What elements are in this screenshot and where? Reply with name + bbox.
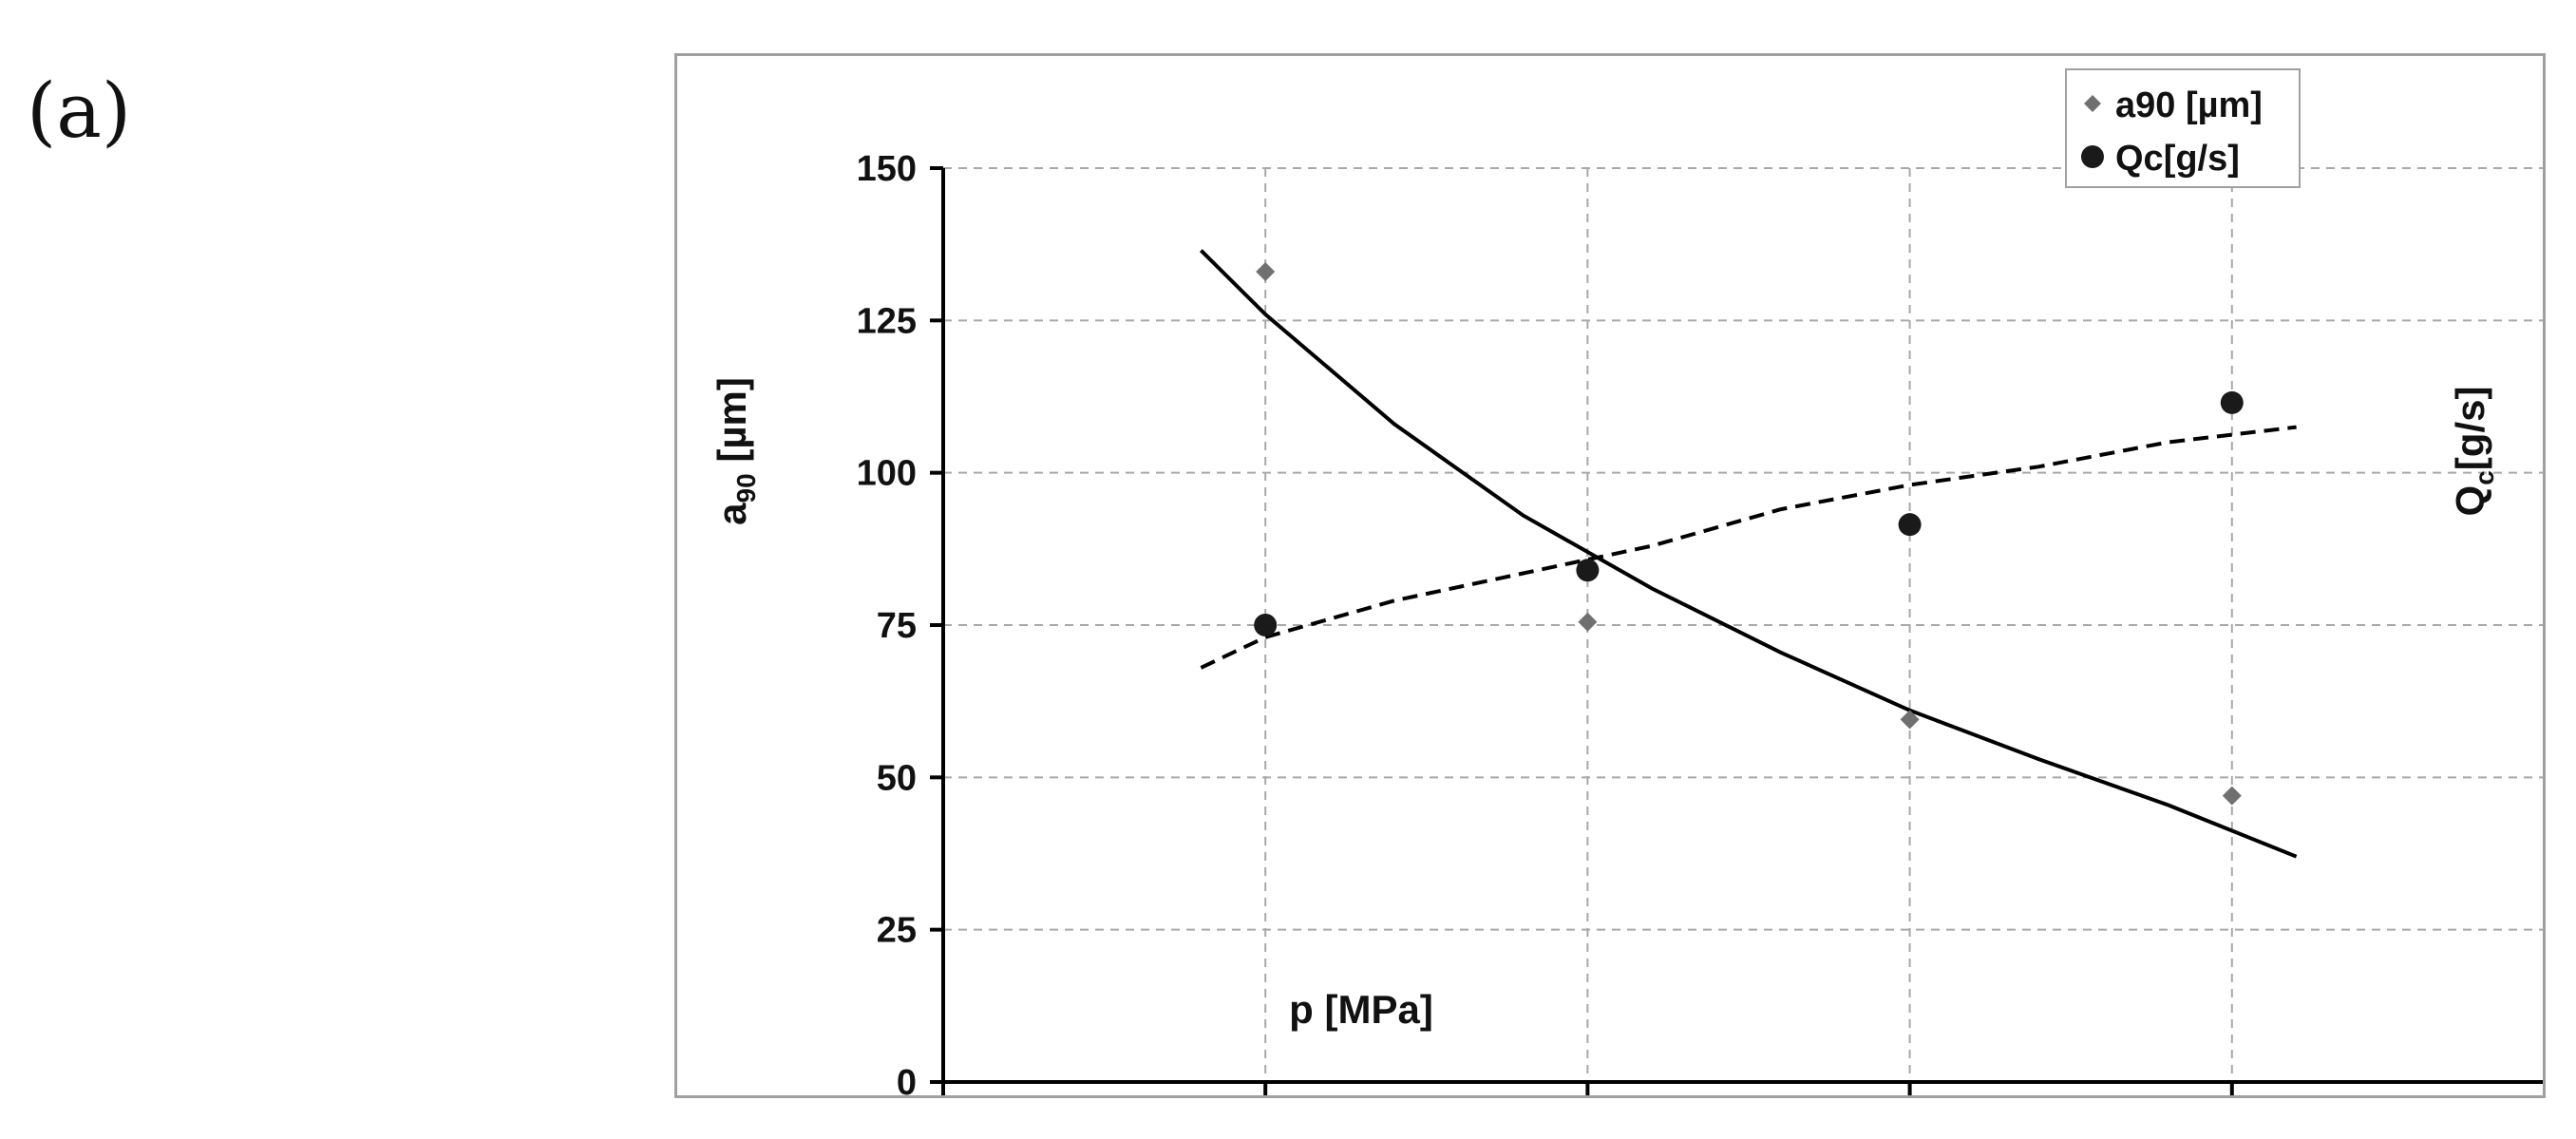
a90-point <box>1900 710 1920 730</box>
left-tick-label: 50 <box>877 758 917 798</box>
a90-point <box>1578 612 1598 632</box>
right-axis-title-sub: c <box>2470 470 2499 485</box>
left-tick-label: 150 <box>857 149 917 189</box>
qc-point <box>1898 513 1922 537</box>
legend-label-a90: a90 [µm] <box>2115 85 2263 125</box>
axis-layer <box>930 166 2543 1095</box>
left-tick-label: 0 <box>897 1063 917 1095</box>
qc-point <box>1576 559 1600 582</box>
chart-svg: 0255075100125150051015202530501001502002… <box>710 68 2543 1095</box>
right-axis-title-main: Q <box>2448 485 2492 517</box>
ticklabel-layer: 0255075100125150051015202530501001502002… <box>857 149 917 1095</box>
chart-frame: 0255075100125150051015202530501001502002… <box>674 53 2546 1098</box>
trend-layer <box>1199 249 2298 859</box>
x-axis-title: p [MPa] <box>1289 987 1433 1032</box>
qc-point <box>1254 614 1278 636</box>
legend-box <box>2065 68 2301 188</box>
legend-diamond-marker <box>2084 95 2101 112</box>
left-tick-label: 25 <box>877 911 917 951</box>
right-axis-title: Qc[g/s] <box>2448 387 2499 517</box>
left-axis-title: a90 [µm] <box>710 377 761 525</box>
left-axis-title-main: a <box>710 503 754 525</box>
panel-label: (a) <box>27 66 132 155</box>
left-tick-label: 75 <box>877 606 917 646</box>
qc-trendline <box>1200 425 2297 670</box>
a90-trendline <box>1199 249 2298 859</box>
legend: a90 [µm] Qc[g/s] <box>2065 68 2301 188</box>
left-axis-title-rest: [µm] <box>710 377 754 473</box>
marker-layer <box>1254 262 2244 806</box>
a90-point <box>1256 262 1276 282</box>
a90-point <box>2222 786 2242 806</box>
left-tick-label: 100 <box>857 454 917 494</box>
legend-circle-marker <box>2081 145 2104 168</box>
left-axis-title-sub: 90 <box>731 473 761 503</box>
legend-label-qc: Qc[g/s] <box>2115 139 2240 179</box>
left-tick-label: 125 <box>857 301 917 341</box>
grid-layer <box>943 167 2543 1082</box>
qc-point <box>2220 390 2244 414</box>
right-axis-title-rest: [g/s] <box>2448 387 2492 471</box>
